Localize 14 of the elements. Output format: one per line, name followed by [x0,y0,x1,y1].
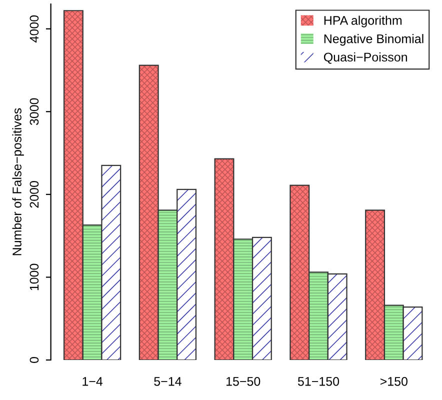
x-tick-label: 1−4 [82,377,103,386]
y-tick-label: 2000 [30,181,39,208]
y-tick-label: 1000 [30,264,39,290]
x-tick-label: >150 [380,376,408,386]
y-tick-label: 4000 [30,15,39,42]
x-tick-label: 51−150 [298,376,340,386]
y-axis-title: Number of False−positives [12,108,24,256]
legend-label: HPA algorithm [324,16,402,28]
y-tick-label: 3000 [30,98,39,126]
legend-label: Negative Binomial [324,34,424,46]
y-tick-label: 0 [30,357,39,363]
x-tick-label: 15−50 [226,376,260,386]
legend-label: Quasi−Poisson [324,52,407,64]
x-tick-label: 5−14 [154,377,182,386]
